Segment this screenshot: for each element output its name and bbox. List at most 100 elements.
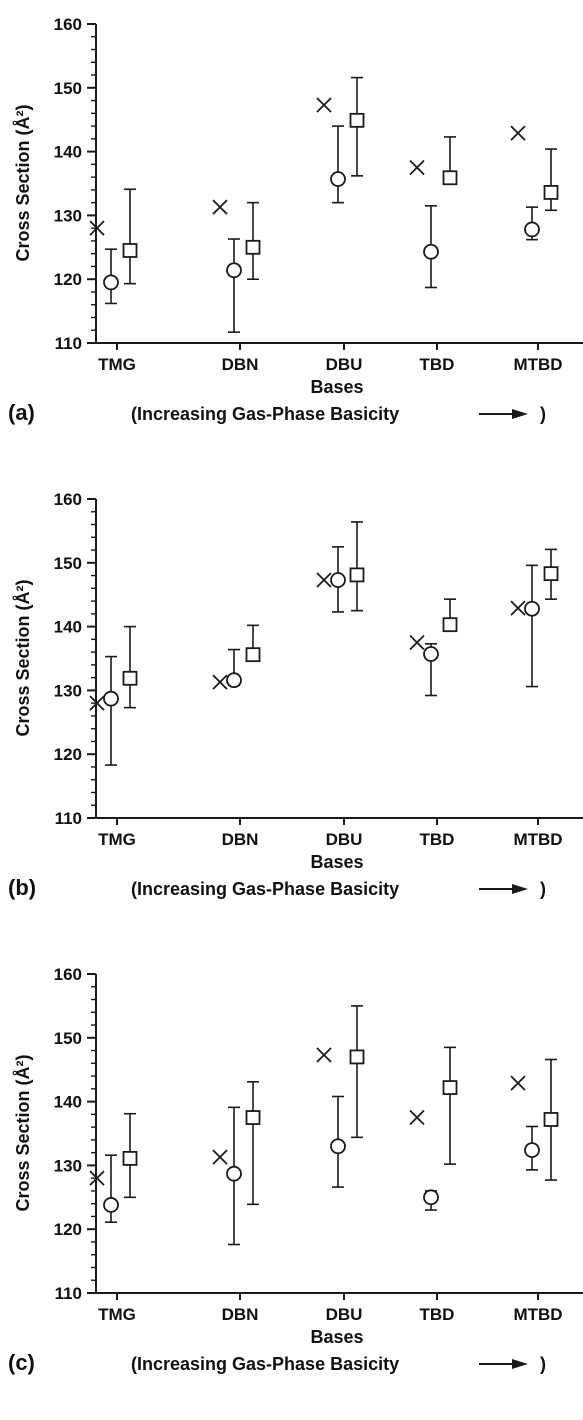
- y-tick-label: 130: [54, 206, 82, 225]
- point-square: [442, 170, 458, 186]
- y-tick-label: 160: [54, 490, 82, 509]
- point-cross: [409, 634, 425, 651]
- x-tick-label: MTBD: [513, 830, 562, 849]
- point-cross: [409, 1109, 425, 1126]
- point-square: [245, 239, 261, 255]
- point-square: [349, 1049, 365, 1065]
- point-circle: [330, 1138, 346, 1155]
- point-cross: [316, 572, 332, 588]
- panel-a: 110 120 130 140 150 160 Cross Section (Å²) TMG D…: [8, 15, 583, 425]
- y-tick-label: 150: [54, 554, 82, 573]
- point-cross: [316, 97, 332, 113]
- x-tick-label: DBU: [326, 355, 363, 374]
- point-circle: [103, 690, 119, 707]
- caption-end: ): [540, 1354, 546, 1374]
- x-tick-label: TBD: [420, 830, 455, 849]
- point-square: [543, 185, 559, 200]
- y-tick-label: 130: [54, 1156, 82, 1175]
- point-cross: [89, 220, 105, 236]
- y-tick-label: 110: [55, 809, 82, 828]
- y-tick-label: 120: [54, 270, 82, 289]
- point-square: [122, 670, 138, 686]
- x-tick-label: DBN: [222, 1305, 259, 1324]
- point-square: [245, 1110, 261, 1125]
- y-tick-label: 110: [55, 1284, 82, 1303]
- y-axis-title: Cross Section (Å²): [13, 579, 33, 736]
- point-cross: [212, 674, 228, 690]
- point-square: [245, 647, 261, 663]
- caption-arrow-head: [512, 1359, 528, 1369]
- point-circle: [226, 262, 242, 279]
- x-tick-label: DBU: [326, 1305, 363, 1324]
- point-square: [442, 617, 458, 633]
- point-circle: [423, 646, 439, 662]
- y-tick-label: 150: [54, 1029, 82, 1048]
- point-circle: [423, 243, 439, 260]
- y-tick-label: 160: [54, 965, 82, 984]
- y-tick-label: 140: [54, 143, 82, 162]
- x-tick-label: DBN: [222, 355, 259, 374]
- y-tick-label: 110: [55, 334, 82, 353]
- y-tick-label: 130: [54, 681, 82, 700]
- point-cross: [510, 125, 526, 141]
- y-tick-label: 140: [54, 618, 82, 637]
- caption-text: (Increasing Gas-Phase Basicity: [131, 879, 399, 899]
- y-axis-title: Cross Section (Å²): [13, 104, 33, 261]
- point-cross: [316, 1047, 332, 1063]
- caption-arrow-head: [512, 884, 528, 894]
- y-tick-label: 120: [54, 745, 82, 764]
- point-square: [122, 1150, 138, 1166]
- point-circle: [226, 1165, 242, 1182]
- x-tick-label: TMG: [98, 830, 136, 849]
- y-tick-label: 160: [54, 15, 82, 34]
- point-circle: [330, 572, 346, 588]
- x-tick-label: DBU: [326, 830, 363, 849]
- caption-end: ): [540, 404, 546, 424]
- x-tick-label: TBD: [420, 355, 455, 374]
- point-cross: [409, 159, 425, 176]
- point-square: [442, 1080, 458, 1095]
- x-axis-title: Bases: [310, 377, 363, 397]
- point-circle: [226, 672, 242, 689]
- point-cross: [510, 600, 526, 616]
- x-tick-label: DBN: [222, 830, 259, 849]
- point-cross: [212, 1149, 228, 1165]
- point-cross: [89, 695, 105, 711]
- caption-arrow-head: [512, 409, 528, 419]
- point-square: [543, 566, 559, 582]
- point-circle: [330, 171, 346, 187]
- panel-label: (b): [8, 875, 36, 900]
- point-square: [543, 1112, 559, 1127]
- point-cross: [89, 1170, 105, 1186]
- panel-b: 110 120 130 140 150 160 Cross Section (Å²) TMG D…: [8, 490, 583, 900]
- point-cross: [212, 199, 228, 215]
- point-cross: [510, 1075, 526, 1091]
- y-tick-label: 140: [54, 1093, 82, 1112]
- point-circle: [524, 600, 540, 617]
- x-tick-label: TMG: [98, 1305, 136, 1324]
- point-square: [122, 243, 138, 258]
- panel-c: 110 120 130 140 150 160 Cross Section (Å²) TMG D…: [8, 965, 583, 1375]
- y-tick-label: 150: [54, 79, 82, 98]
- x-tick-label: MTBD: [513, 355, 562, 374]
- point-square: [349, 567, 365, 583]
- x-tick-label: TBD: [420, 1305, 455, 1324]
- point-circle: [103, 274, 119, 291]
- point-square: [349, 112, 365, 128]
- x-tick-label: TMG: [98, 355, 136, 374]
- point-circle: [524, 1142, 540, 1158]
- point-circle: [423, 1189, 439, 1206]
- caption-text: (Increasing Gas-Phase Basicity: [131, 404, 399, 424]
- caption-end: ): [540, 879, 546, 899]
- panel-label: (a): [8, 400, 35, 425]
- x-axis-title: Bases: [310, 1327, 363, 1347]
- x-axis-title: Bases: [310, 852, 363, 872]
- panel-label: (c): [8, 1350, 35, 1375]
- point-circle: [103, 1197, 119, 1213]
- y-axis-title: Cross Section (Å²): [13, 1054, 33, 1211]
- y-tick-label: 120: [54, 1220, 82, 1239]
- caption-text: (Increasing Gas-Phase Basicity: [131, 1354, 399, 1374]
- x-tick-label: MTBD: [513, 1305, 562, 1324]
- point-circle: [524, 221, 540, 238]
